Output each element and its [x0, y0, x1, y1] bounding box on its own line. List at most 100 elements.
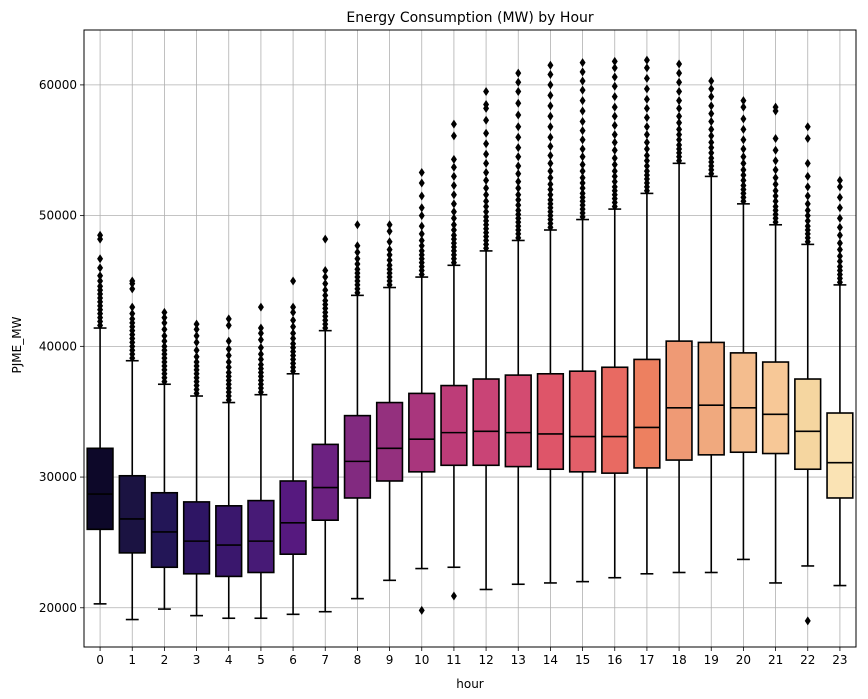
y-axis: 20000 30000 40000 50000 60000 — [39, 78, 84, 615]
x-tick-label: 5 — [257, 653, 265, 667]
x-tick-label: 1 — [128, 653, 136, 667]
outlier-point — [257, 343, 264, 353]
outlier-point — [836, 175, 843, 185]
iqr-box — [343, 414, 372, 499]
outlier-point — [708, 109, 715, 119]
outlier-point — [804, 205, 811, 215]
outlier-point — [643, 94, 650, 104]
outlier-point — [129, 302, 136, 312]
outlier-point — [804, 616, 811, 626]
box-hour-0 — [86, 230, 114, 605]
outlier-point — [708, 101, 715, 111]
outlier-point — [772, 156, 779, 166]
outlier-point — [257, 323, 264, 333]
outlier-point — [676, 103, 683, 113]
outlier-point — [836, 182, 843, 192]
box-hour-18 — [665, 59, 693, 574]
outlier-point — [579, 173, 586, 183]
outlier-point — [418, 605, 425, 615]
outlier-point — [225, 314, 232, 324]
outlier-point — [418, 167, 425, 177]
outlier-point — [643, 113, 650, 123]
outlier-point — [483, 212, 490, 222]
outlier-point — [386, 260, 393, 270]
outlier-point — [740, 165, 747, 175]
box-hour-22 — [794, 122, 822, 626]
outlier-point — [129, 314, 136, 324]
outlier-point — [547, 132, 554, 142]
box-hour-23 — [826, 175, 854, 587]
outlier-point — [129, 276, 136, 286]
outlier-point — [322, 296, 329, 306]
iqr-box — [601, 366, 629, 474]
outlier-point — [418, 203, 425, 213]
iqr-box — [472, 378, 500, 467]
outlier-point — [836, 213, 843, 223]
iqr-box — [247, 499, 275, 574]
outlier-point — [611, 92, 618, 102]
outlier-point — [129, 284, 136, 294]
outlier-point — [193, 337, 200, 347]
outlier-point — [547, 179, 554, 189]
outlier-point — [804, 171, 811, 181]
outlier-point — [708, 143, 715, 153]
outlier-point — [322, 234, 329, 244]
outlier-point — [643, 166, 650, 176]
outlier-point — [322, 285, 329, 295]
outlier-point — [450, 154, 457, 164]
outlier-point — [515, 110, 522, 120]
outlier-point — [579, 126, 586, 136]
outlier-point — [193, 345, 200, 355]
outlier-point — [290, 315, 297, 325]
outlier-point — [643, 63, 650, 73]
outlier-point — [193, 319, 200, 329]
outlier-point — [515, 152, 522, 162]
outlier-point — [515, 169, 522, 179]
outlier-point — [225, 357, 232, 367]
outlier-point — [740, 135, 747, 145]
outlier-point — [611, 120, 618, 130]
outlier-point — [515, 68, 522, 78]
outlier-point — [676, 68, 683, 78]
outlier-point — [611, 81, 618, 91]
x-tick-label: 18 — [671, 653, 686, 667]
outlier-point — [193, 324, 200, 334]
outlier-point — [515, 122, 522, 132]
outlier-point — [579, 152, 586, 162]
outlier-point — [740, 144, 747, 154]
outlier-point — [161, 336, 168, 346]
outlier-point — [161, 324, 168, 334]
outlier-point — [97, 271, 104, 281]
x-tick-label: 7 — [321, 653, 329, 667]
outlier-point — [386, 226, 393, 236]
outlier-point — [225, 336, 232, 346]
outlier-point — [257, 302, 264, 312]
outlier-point — [450, 207, 457, 217]
outlier-point — [354, 220, 361, 230]
outlier-point — [772, 196, 779, 206]
x-tick-label: 17 — [639, 653, 654, 667]
outlier-point — [740, 181, 747, 191]
x-tick-label: 2 — [161, 653, 169, 667]
outlier-point — [740, 152, 747, 162]
outlier-point — [740, 170, 747, 180]
outlier-point — [804, 182, 811, 192]
outlier-point — [772, 133, 779, 143]
outlier-point — [161, 318, 168, 328]
outlier-point — [836, 245, 843, 255]
x-tick-label: 3 — [193, 653, 201, 667]
outlier-point — [643, 161, 650, 171]
y-tick-label: 50000 — [39, 209, 77, 223]
outlier-point — [836, 251, 843, 261]
outlier-point — [643, 137, 650, 147]
outlier-point — [804, 158, 811, 168]
outlier-point — [193, 357, 200, 367]
outlier-point — [129, 309, 136, 319]
x-tick-label: 6 — [289, 653, 297, 667]
y-axis-label: PJME_MW — [10, 316, 24, 373]
outlier-point — [676, 77, 683, 87]
outlier-point — [611, 56, 618, 66]
outlier-point — [450, 199, 457, 209]
outlier-point — [579, 96, 586, 106]
outlier-point — [708, 124, 715, 134]
